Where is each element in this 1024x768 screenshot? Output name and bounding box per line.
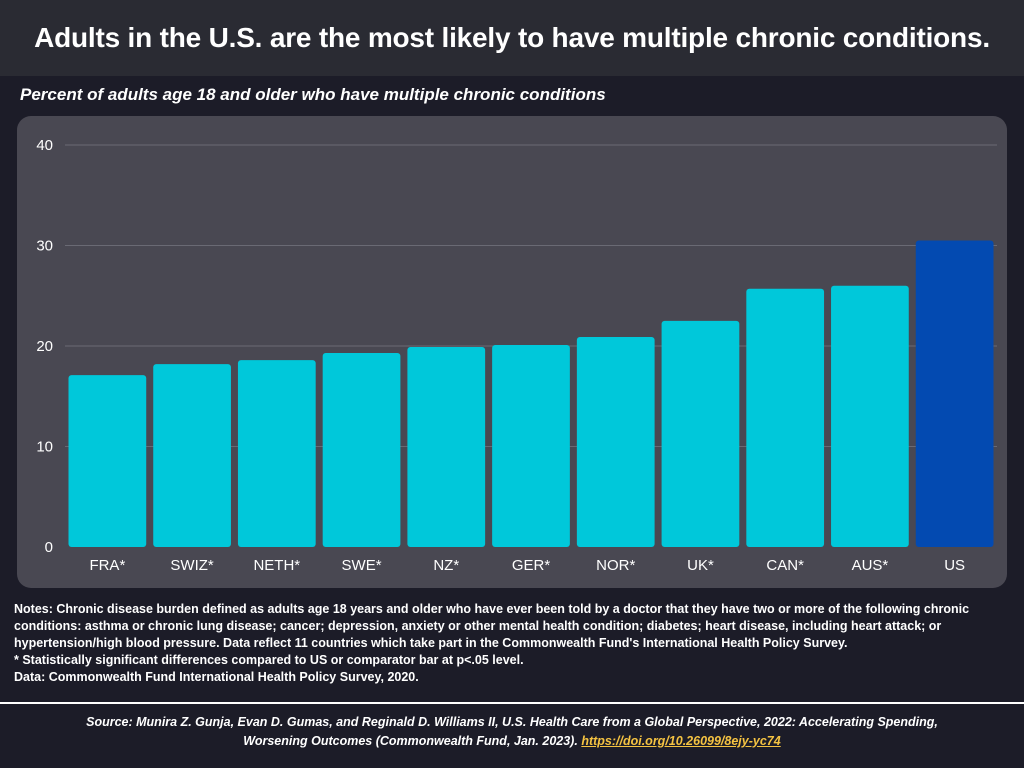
bar-fra xyxy=(68,375,147,547)
axis-labels: 0 10 20 30 40 FRA* SWIZ* NETH* SWE* NZ* GER* NOR* UK… xyxy=(36,137,965,574)
notes-definition: Notes: Chronic disease burden defined as… xyxy=(14,602,970,650)
source-citation: Source: Munira Z. Gunja, Evan D. Gumas, … xyxy=(60,713,964,751)
x-tick-label: NETH* xyxy=(253,557,300,574)
x-tick-label: NZ* xyxy=(433,557,459,574)
bar-nor xyxy=(576,336,655,547)
y-tick-label: 0 xyxy=(45,539,53,556)
notes: Notes: Chronic disease burden defined as… xyxy=(14,601,1010,686)
notes-data-source: Data: Commonwealth Fund International He… xyxy=(14,670,419,684)
x-tick-label: NOR* xyxy=(596,557,635,574)
bar-swiz xyxy=(153,364,231,547)
x-tick-label: AUS* xyxy=(852,557,889,574)
source-text: Source: Munira Z. Gunja, Evan D. Gumas, … xyxy=(86,715,938,748)
bar-chart: 0 10 20 30 40 FRA* SWIZ* NETH* SWE* NZ* GER* NOR* UK… xyxy=(36,137,997,574)
divider xyxy=(0,702,1024,704)
chart-subtitle: Percent of adults age 18 and older who h… xyxy=(20,85,606,104)
x-tick-label: FRA* xyxy=(89,557,125,574)
bar-neth xyxy=(237,360,316,547)
x-tick-label: SWE* xyxy=(342,557,382,574)
page-title: Adults in the U.S. are the most likely t… xyxy=(34,22,990,53)
notes-significance: * Statistically significant differences … xyxy=(14,653,524,667)
x-tick-label: US xyxy=(944,557,965,574)
source-doi-link[interactable]: https://doi.org/10.26099/8ejy-yc74 xyxy=(581,734,781,748)
x-tick-label: CAN* xyxy=(766,557,804,574)
bar-nz xyxy=(407,347,486,547)
bar-ger xyxy=(492,344,570,547)
bar-aus xyxy=(831,285,909,547)
bar-swe xyxy=(322,353,401,547)
y-tick-label: 20 xyxy=(36,338,53,355)
y-tick-label: 30 xyxy=(36,238,53,255)
bar-us xyxy=(915,240,994,547)
bars xyxy=(68,240,994,547)
x-tick-label: UK* xyxy=(687,557,714,574)
x-tick-label: SWIZ* xyxy=(170,557,213,574)
bar-can xyxy=(746,288,825,547)
chart-panel: 0 10 20 30 40 FRA* SWIZ* NETH* SWE* NZ* GER* NOR* UK… xyxy=(17,116,1007,588)
bar-uk xyxy=(661,320,740,547)
x-tick-label: GER* xyxy=(512,557,551,574)
y-tick-label: 10 xyxy=(36,439,53,456)
title-bar: Adults in the U.S. are the most likely t… xyxy=(0,0,1024,76)
y-tick-label: 40 xyxy=(36,137,53,154)
